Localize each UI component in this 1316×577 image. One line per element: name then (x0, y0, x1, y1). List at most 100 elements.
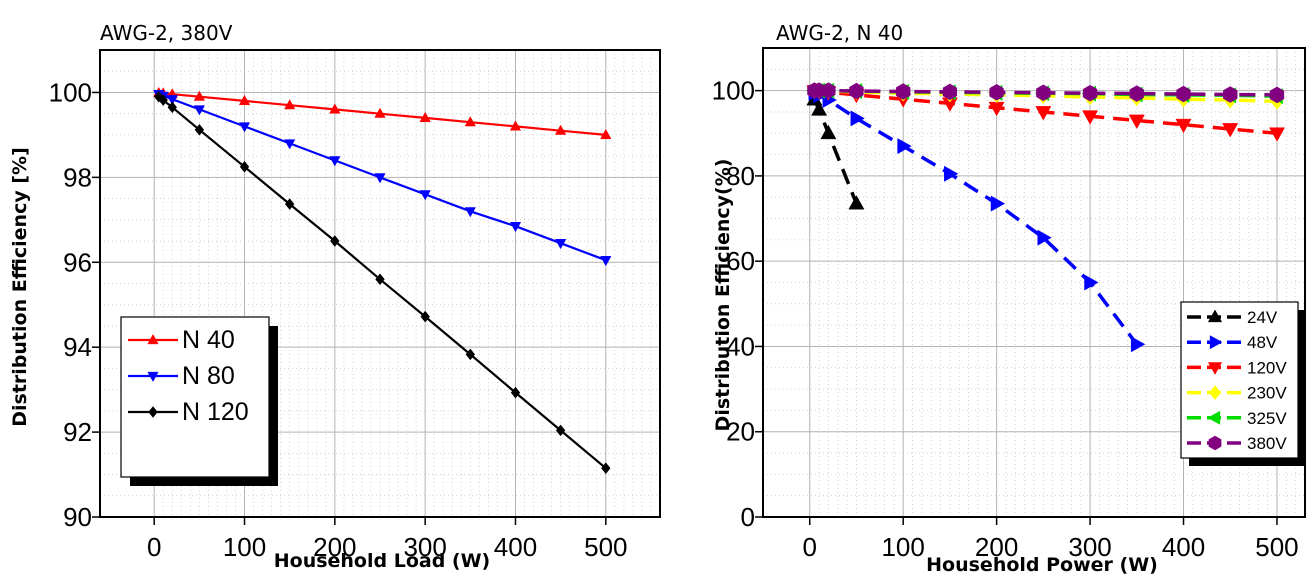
data-point (1223, 86, 1238, 103)
legend-marker (148, 406, 158, 418)
data-point (1035, 106, 1052, 121)
data-point (465, 348, 476, 361)
data-point (942, 83, 958, 101)
chart-2-y-tick-label: 20 (726, 417, 755, 447)
chart-1-plot-frame (99, 49, 661, 518)
legend-marker (1209, 335, 1223, 350)
data-point (1176, 85, 1191, 103)
legend-label: 24V (1247, 308, 1278, 327)
chart-1-legend: N 40 N 80 N 120 (120, 316, 278, 486)
chart-1-title: AWG-2, 380V (100, 21, 233, 45)
chart-1-y-tick-label: 96 (63, 247, 92, 277)
data-point (554, 124, 567, 135)
chart-2-x-tick-label: 400 (1162, 532, 1205, 562)
legend-label: 325V (1247, 409, 1287, 428)
data-point (419, 111, 431, 123)
data-point (420, 310, 430, 323)
data-point (153, 90, 164, 103)
data-point (158, 94, 168, 107)
data-point (166, 95, 178, 106)
legend-marker (147, 371, 159, 383)
chart-1-y-tick-label: 98 (63, 162, 92, 192)
data-point (1082, 84, 1098, 102)
data-point (238, 122, 251, 133)
data-point (1082, 110, 1099, 125)
data-point (374, 107, 386, 118)
legend-marker (1207, 362, 1223, 375)
data-point (1036, 84, 1051, 102)
data-point (811, 101, 828, 116)
data-point (193, 90, 206, 101)
data-point (1084, 274, 1099, 291)
series-n-40 (153, 86, 612, 140)
chart-2-y-tick-label: 0 (741, 502, 755, 532)
data-point (1269, 86, 1285, 104)
data-point (464, 207, 476, 218)
data-point (1130, 336, 1146, 353)
data-point (944, 165, 959, 182)
data-point (330, 235, 340, 247)
legend-label: 230V (1247, 384, 1287, 403)
data-point (419, 190, 431, 201)
chart-2-title: AWG-2, N 40 (776, 21, 903, 45)
data-point (509, 222, 522, 233)
chart-1-x-tick-label: 500 (584, 532, 627, 562)
chart-2-x-tick-label: 100 (881, 532, 924, 562)
legend-label: N 80 (182, 362, 235, 390)
data-point (1175, 118, 1192, 134)
legend-label: 48V (1247, 333, 1278, 352)
legend-marker (1207, 309, 1223, 323)
chart-1-y-tick-label: 92 (63, 417, 92, 447)
data-point (555, 424, 566, 437)
chart-1-x-tick-label: 200 (313, 532, 356, 562)
data-point (464, 116, 476, 127)
series-n-120 (153, 90, 611, 475)
data-point (1037, 229, 1052, 246)
data-point (895, 83, 911, 100)
data-point (1128, 114, 1145, 130)
data-point (1268, 127, 1286, 142)
chart-1-y-tick-label: 100 (49, 77, 92, 107)
legend-label: 120V (1247, 358, 1287, 377)
chart-1-y-tick-label: 94 (63, 332, 92, 362)
chart-1-x-tick-label: 0 (147, 532, 161, 562)
chart-2-x-tick-label: 500 (1255, 532, 1298, 562)
data-point (284, 139, 296, 150)
chart-1-x-tick-label: 100 (223, 532, 266, 562)
data-point (554, 239, 567, 250)
chart-1-y-axis-label: Distribution Efficiency [%] (9, 147, 31, 427)
data-point (600, 128, 612, 140)
data-point (194, 123, 205, 136)
chart-2-legend: 24V 48V 120V 230V 325V 380V (1180, 301, 1306, 466)
data-point (1222, 123, 1239, 138)
chart-2-x-tick-label: 200 (975, 532, 1018, 562)
chart-2-y-tick-label: 40 (726, 331, 755, 361)
data-point (821, 82, 836, 99)
data-point (329, 156, 341, 167)
series-380v (807, 82, 1285, 104)
efficiency-vs-power-chart: AWG-2, N 40 Household Power (W) Distribu… (712, 21, 1306, 576)
chart-2-plot-frame (762, 47, 1306, 518)
legend-label: N 40 (182, 326, 235, 354)
data-point (329, 103, 341, 114)
data-point (284, 198, 295, 211)
data-point (601, 462, 611, 475)
chart-1-x-axis-label: Household Load (W) (274, 550, 491, 572)
data-point (374, 173, 386, 184)
chart-1-x-tick-label: 300 (403, 532, 446, 562)
data-point (897, 138, 912, 155)
data-point (990, 195, 1006, 212)
chart-2-y-axis-label: Distribution Efficiency(%) (712, 159, 734, 432)
data-point (284, 99, 296, 110)
chart-2-x-tick-label: 0 (802, 532, 816, 562)
data-point (193, 105, 206, 116)
data-point (1129, 85, 1144, 102)
series-24v (806, 91, 865, 210)
chart-2-x-axis-label: Household Power (W) (926, 554, 1158, 576)
data-point (989, 84, 1004, 101)
chart-2-y-tick-label: 60 (726, 246, 755, 276)
data-point (509, 120, 522, 131)
data-point (239, 160, 250, 173)
data-point (820, 124, 837, 140)
